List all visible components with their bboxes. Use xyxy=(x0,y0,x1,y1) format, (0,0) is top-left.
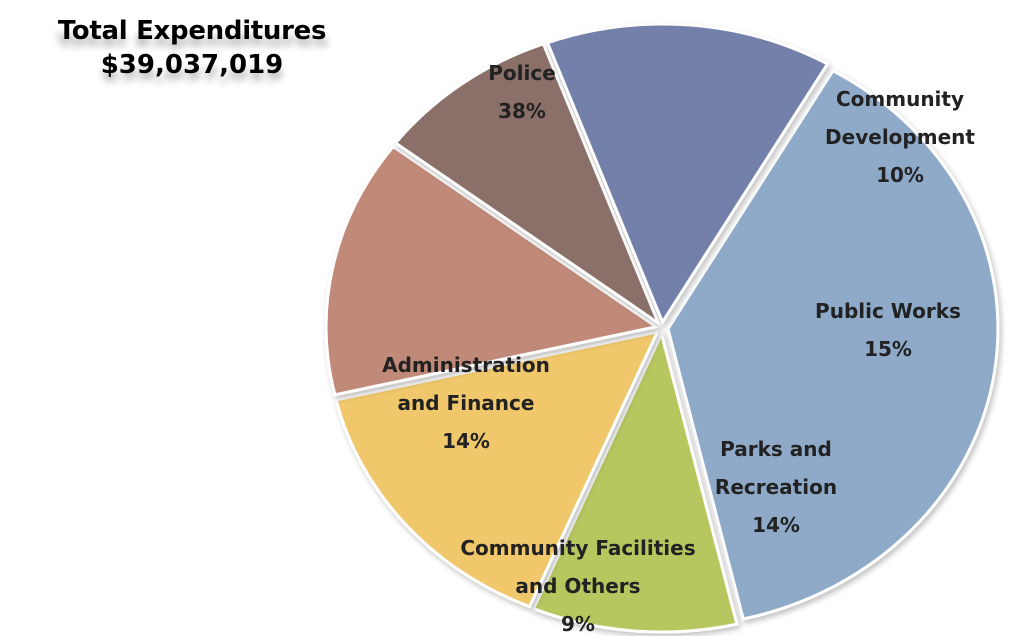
pie-slice-community-development xyxy=(531,329,739,634)
slice-label: Administration and Finance 14% xyxy=(382,353,550,453)
slice-label-line: and Others xyxy=(515,574,640,598)
title-shadow-line-2: $39,037,019 xyxy=(100,66,284,84)
slice-percent-label: 38% xyxy=(498,99,546,123)
slice-label-line: Administration xyxy=(382,353,550,377)
slice-label-line: Parks and xyxy=(720,437,832,461)
title-shadow-line-1: Total Expenditures xyxy=(55,32,329,50)
pie-slice-administration-and-finance xyxy=(545,22,830,326)
pie-slice-community-facilities-and-others xyxy=(393,42,662,328)
chart-title-text: Total Expenditures xyxy=(57,16,327,46)
pie-slices xyxy=(324,22,1000,634)
slice-percent-label: 14% xyxy=(752,513,800,537)
slice-label-line: and Finance xyxy=(398,391,535,415)
slice-label: Police 38% xyxy=(488,61,556,123)
slice-label-line: Public Works xyxy=(815,299,961,323)
slice-percent-label: 10% xyxy=(876,163,924,187)
slice-label-line: Police xyxy=(488,61,556,85)
slice-percent-label: 14% xyxy=(442,429,490,453)
slice-label: Community Development 10% xyxy=(825,87,975,187)
chart-title: Total Expenditures $39,037,019 xyxy=(12,14,372,82)
slice-label-line: Development xyxy=(825,125,975,149)
pie-slice-parks-and-recreation xyxy=(324,144,660,397)
slice-label: Public Works 15% xyxy=(815,299,961,361)
slice-label-line: Recreation xyxy=(715,475,837,499)
slice-label: Parks and Recreation 14% xyxy=(715,437,837,537)
title-shadow: Total Expenditures $39,037,019 xyxy=(12,24,372,92)
slice-label-line: Community Facilities xyxy=(460,536,695,560)
chart-total-value: $39,037,019 xyxy=(100,50,284,80)
slice-label: Community Facilities and Others 9% xyxy=(460,536,695,636)
slice-percent-label: 9% xyxy=(561,612,595,636)
pie-labels: Police 38% Community Development 10% Public W… xyxy=(382,61,975,636)
slice-percent-label: 15% xyxy=(864,337,912,361)
pie-slice-public-works xyxy=(334,329,661,609)
slice-label-line: Community xyxy=(836,87,964,111)
pie-slice-police xyxy=(666,68,1000,621)
